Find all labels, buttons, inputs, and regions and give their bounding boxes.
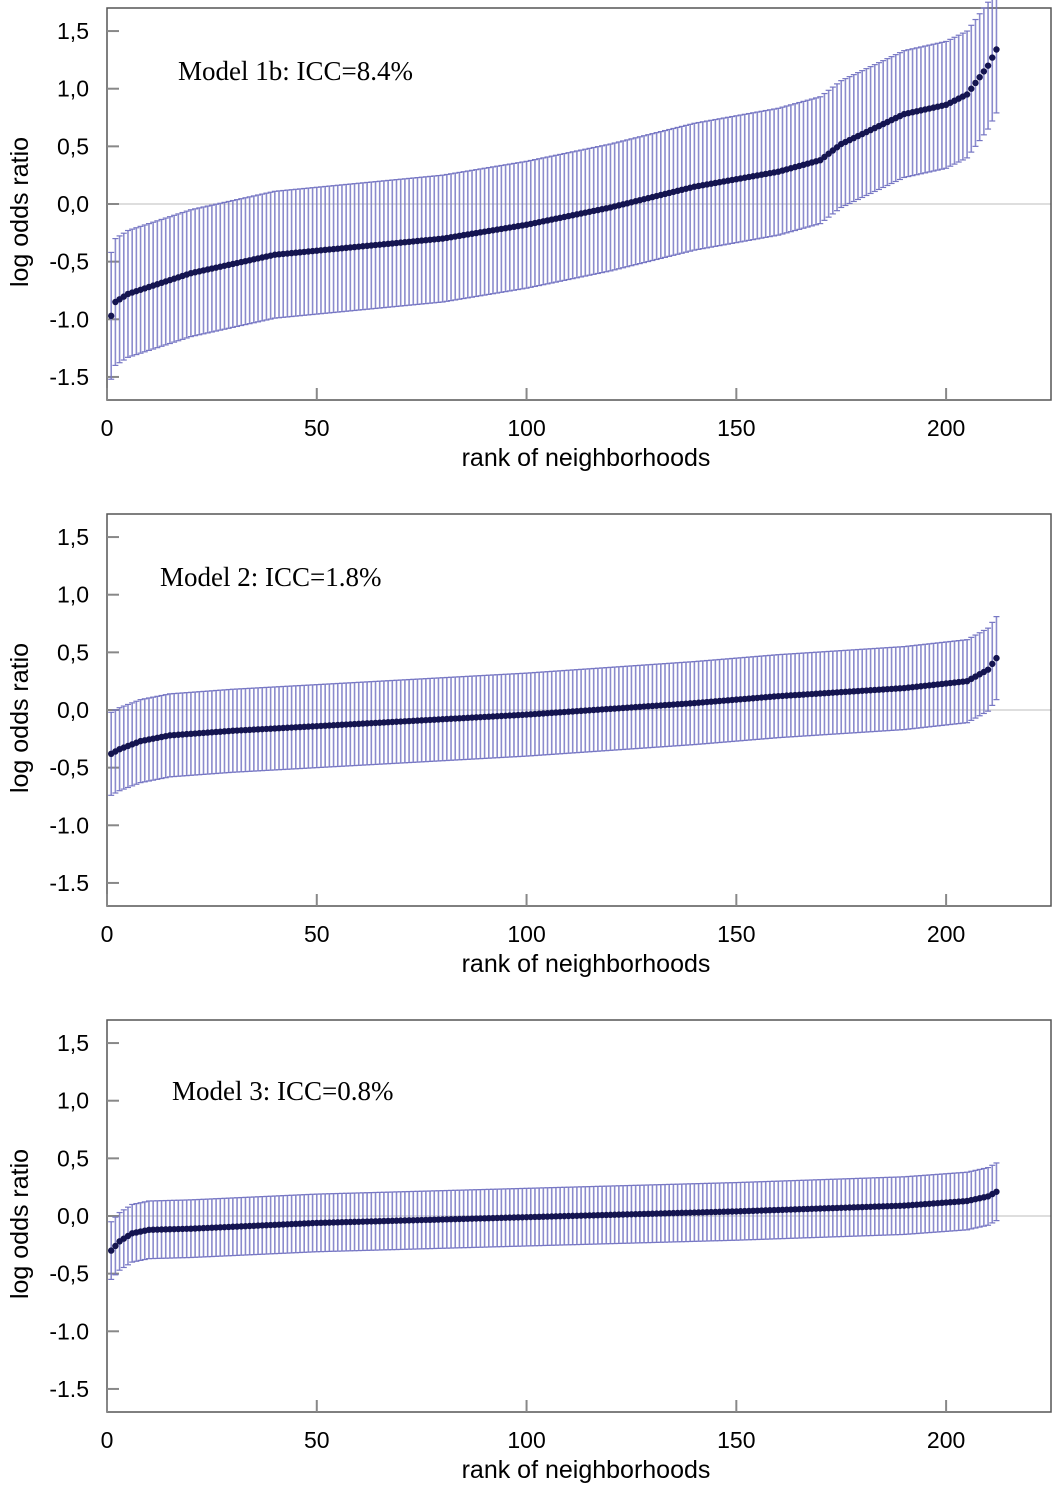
points (107, 1188, 1000, 1254)
data-point (989, 54, 996, 61)
plot-area: 1,5 1,0 0,5 0,0 -0,5 -1.0 -1.5 0 50 100 150 200 (49, 1019, 1052, 1453)
y-axis-label: log odds ratio (6, 1149, 34, 1299)
data-point (963, 91, 971, 98)
x-axis-label: rank of neighborhoods (462, 950, 711, 978)
x-axis-label: rank of neighborhoods (462, 444, 711, 472)
points (107, 46, 1000, 320)
y-tick-label: 1,0 (57, 76, 89, 102)
y-tick-label: -1.5 (49, 364, 89, 390)
x-tick-label: 200 (927, 921, 965, 947)
chart-panel-model-1b: 1,5 1,0 0,5 0,0 -0,5 -1.0 -1.5 0 50 100 150 200 Mod… (0, 0, 1053, 480)
y-tick-label: 1,0 (57, 1088, 89, 1114)
chart-panel-model-3: 1,5 1,0 0,5 0,0 -0,5 -1.0 -1.5 0 50 100 150 200 Mod… (0, 1012, 1053, 1488)
data-point (107, 312, 115, 320)
x-tick-label: 100 (507, 921, 545, 947)
y-tick-label: 0,0 (57, 1203, 89, 1229)
y-tick-label: 1,0 (57, 582, 89, 608)
x-tick-label: 200 (927, 1427, 965, 1453)
data-point (968, 85, 975, 92)
y-tick-label: -1.0 (49, 812, 89, 838)
error-bars (108, 616, 1000, 796)
x-tick-label: 0 (101, 1427, 114, 1453)
chart-panel-model-2: 1,5 1,0 0,5 0,0 -0,5 -1.0 -1.5 0 50 100 150 200 Mod… (0, 506, 1053, 986)
x-tick-label: 150 (717, 921, 755, 947)
x-tick-label: 200 (927, 415, 965, 441)
plot-area: 1,5 1,0 0,5 0,0 -0,5 -1.0 -1.5 0 50 100 150 200 (49, 0, 1052, 441)
chart-svg: 1,5 1,0 0,5 0,0 -0,5 -1.0 -1.5 0 50 100 150 200 Mod… (6, 0, 1052, 472)
x-tick-label: 50 (304, 1427, 330, 1453)
data-point (107, 1247, 115, 1254)
y-tick-label: 0,0 (57, 191, 89, 217)
x-tick-label: 100 (507, 1427, 545, 1453)
x-tick-label: 150 (717, 1427, 755, 1453)
data-point (993, 46, 1000, 53)
y-tick-label: 0,5 (57, 133, 89, 159)
y-tick-label: -1.0 (49, 306, 89, 332)
x-axis-label: rank of neighborhoods (462, 1456, 711, 1484)
chart-svg: 1,5 1,0 0,5 0,0 -0,5 -1.0 -1.5 0 50 100 150 200 Mod… (6, 513, 1052, 978)
x-tick-label: 0 (101, 415, 114, 441)
x-tick-label: 150 (717, 415, 755, 441)
y-tick-label: 1,5 (57, 524, 89, 550)
x-tick-label: 50 (304, 415, 330, 441)
y-tick-label: -1.5 (49, 870, 89, 896)
chart-annotation: Model 3: ICC=0.8% (172, 1076, 393, 1106)
chart-annotation: Model 1b: ICC=8.4% (178, 56, 413, 86)
y-tick-label: -1.5 (49, 1376, 89, 1402)
x-tick-label: 100 (507, 415, 545, 441)
points (107, 654, 1000, 758)
data-point (989, 660, 996, 668)
y-tick-label: -0,5 (49, 755, 89, 781)
y-tick-label: 1,5 (57, 18, 89, 44)
x-tick-label: 50 (304, 921, 330, 947)
data-point (984, 666, 992, 673)
data-point (112, 1242, 119, 1250)
data-point (993, 1188, 1000, 1195)
y-tick-label: 1,5 (57, 1030, 89, 1056)
y-tick-label: 0,5 (57, 1145, 89, 1171)
data-point (984, 62, 992, 69)
y-tick-label: -1.0 (49, 1318, 89, 1344)
plot-area: 1,5 1,0 0,5 0,0 -0,5 -1.0 -1.5 0 50 100 150 200 (49, 513, 1052, 947)
error-bars (108, 1162, 1000, 1281)
data-point (980, 68, 988, 75)
y-axis-label: log odds ratio (6, 643, 34, 793)
y-tick-label: 0,0 (57, 697, 89, 723)
y-tick-label: -0,5 (49, 1261, 89, 1287)
y-tick-label: 0,5 (57, 639, 89, 665)
chart-annotation: Model 2: ICC=1.8% (160, 562, 381, 592)
data-point (976, 73, 983, 81)
data-point (993, 654, 1000, 662)
y-axis-label: log odds ratio (6, 137, 34, 287)
x-tick-label: 0 (101, 921, 114, 947)
y-tick-label: -0,5 (49, 249, 89, 275)
chart-svg: 1,5 1,0 0,5 0,0 -0,5 -1.0 -1.5 0 50 100 150 200 Mod… (6, 1019, 1052, 1484)
data-point (972, 79, 979, 87)
